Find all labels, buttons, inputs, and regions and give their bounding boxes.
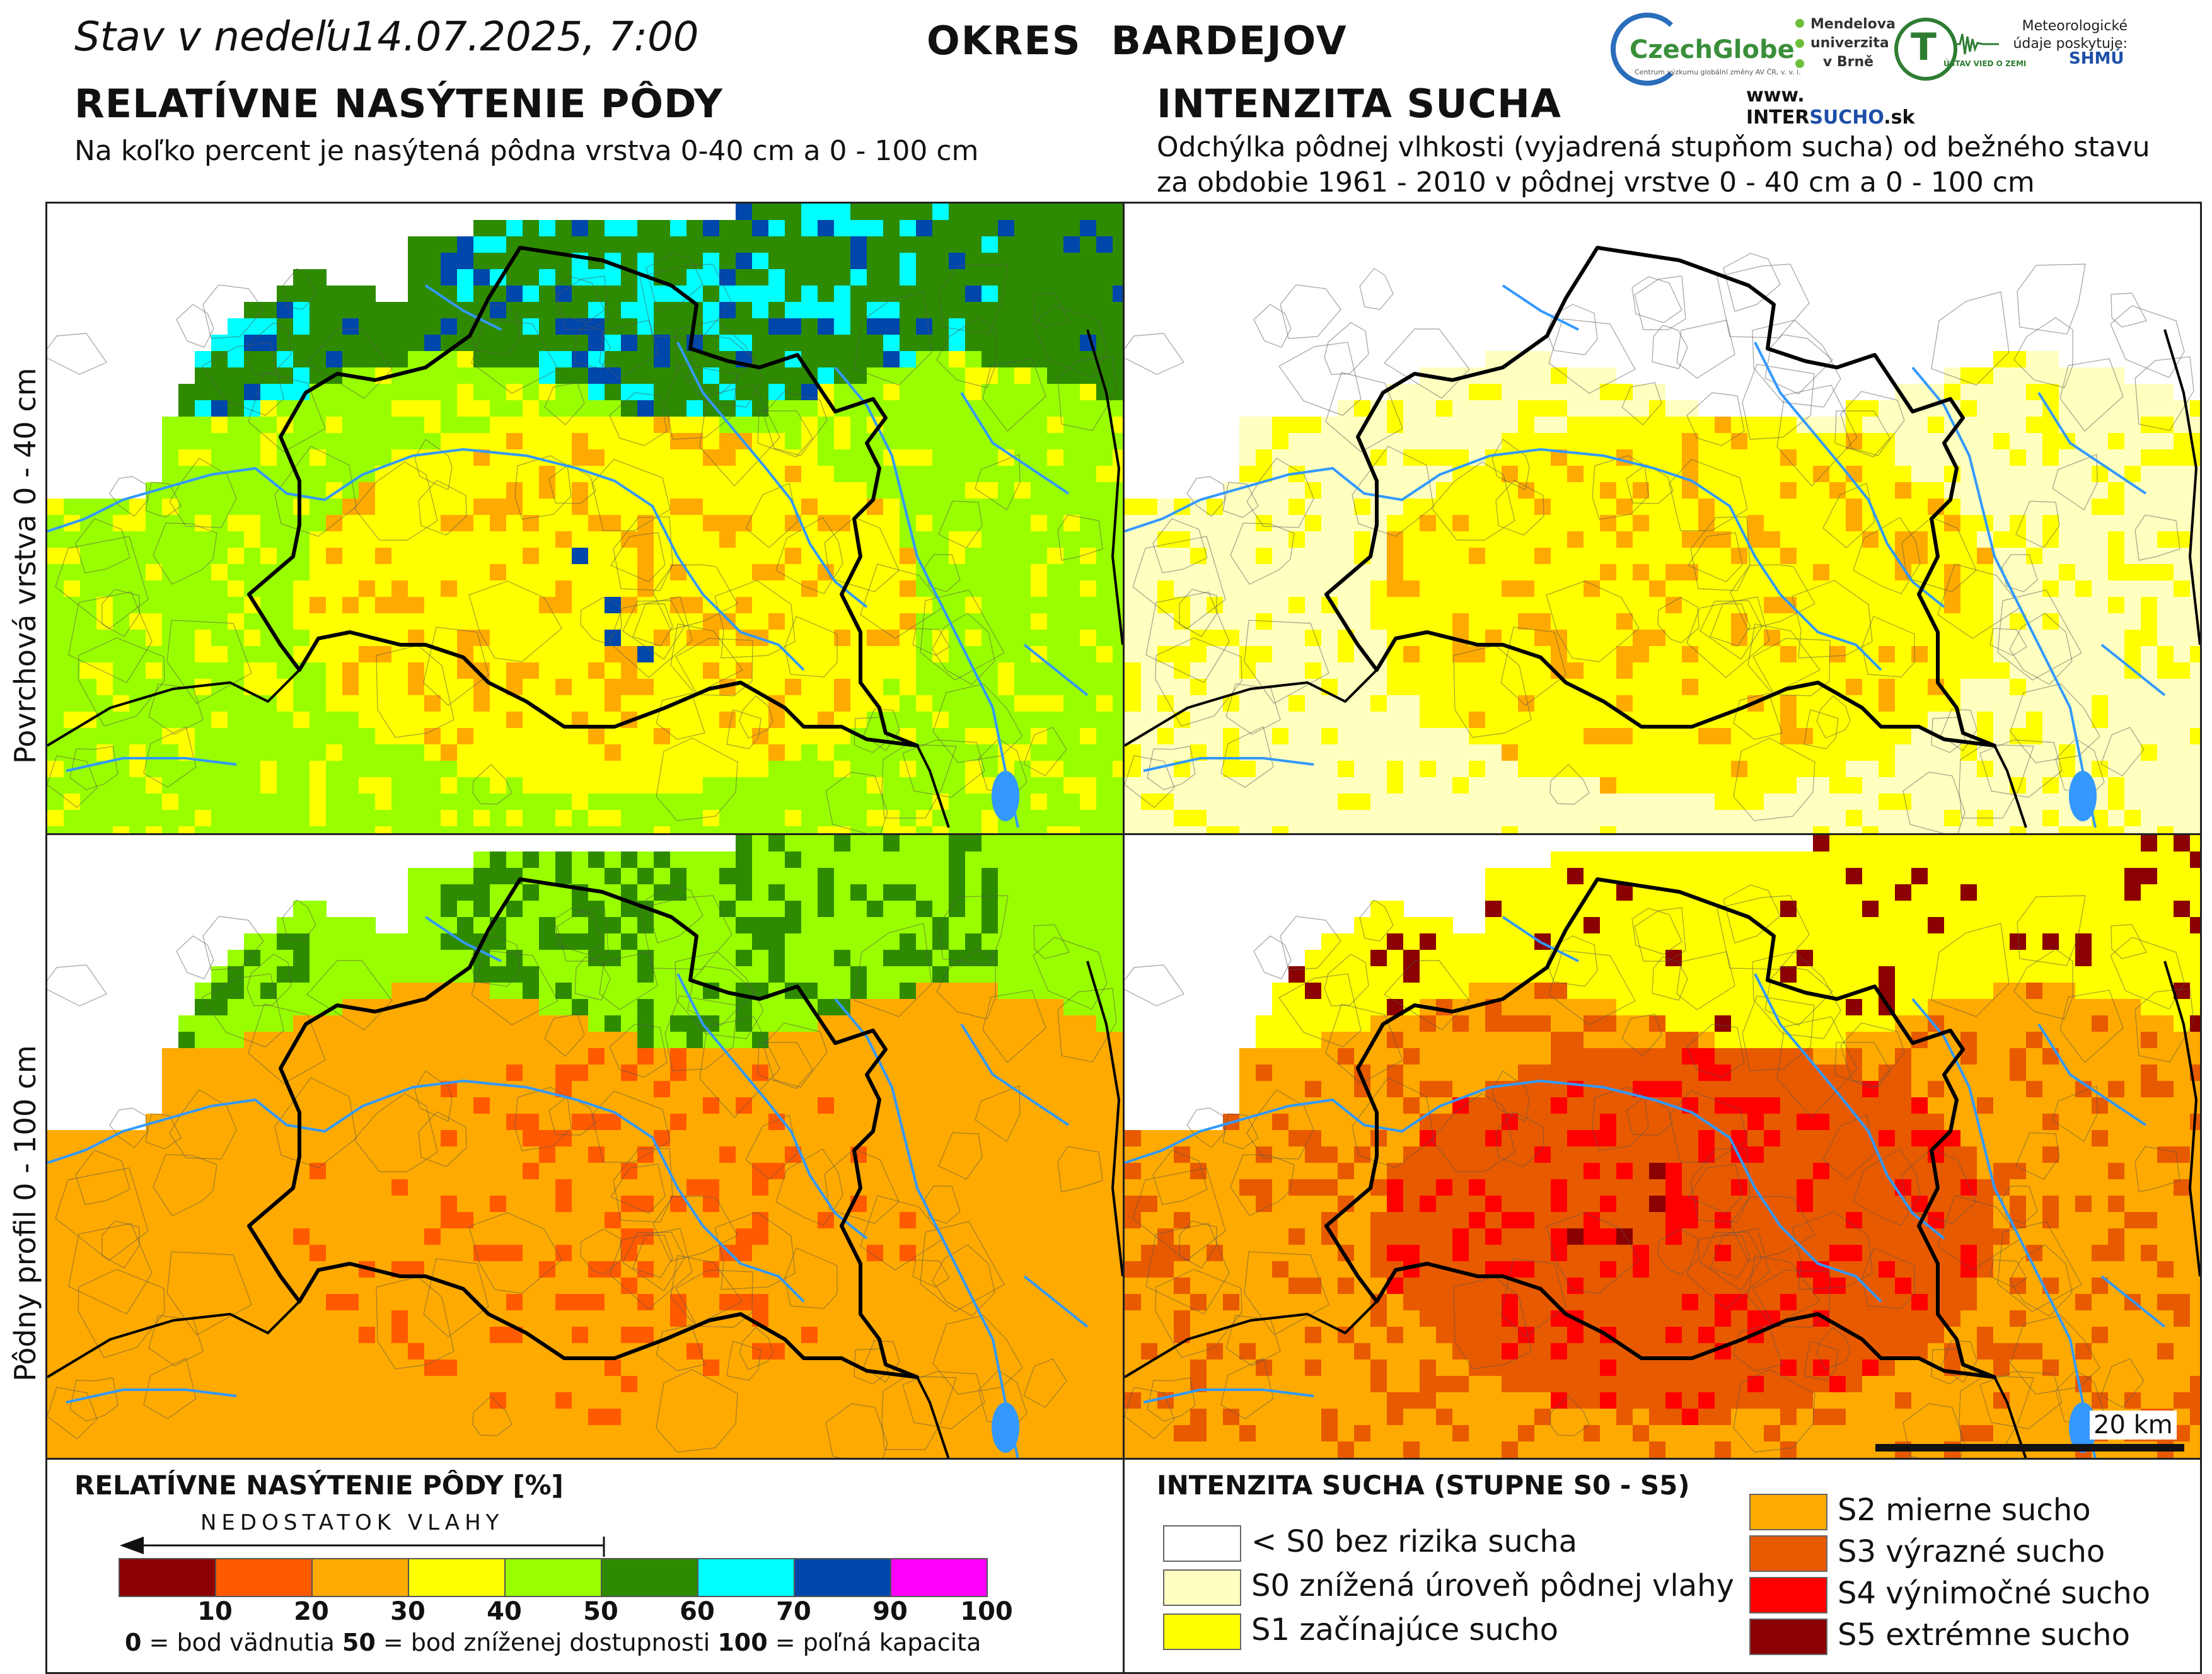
raster-cells [47, 835, 1123, 1458]
date-prefix: Stav v nedeľu [74, 14, 352, 61]
colorbar-tick-label: 20 [294, 1597, 329, 1626]
municipal-borders [47, 253, 1117, 834]
scale-label: 20 km [2090, 1411, 2177, 1440]
country-border [47, 1262, 950, 1458]
drought-legend-swatch [1749, 1619, 1827, 1655]
saturation-notes: 0 = bod vädnutia 50 = bod zníženej dostu… [125, 1629, 981, 1656]
drought-subtitle-1: Odchýlka pôdnej vlhkosti (vyjadrená stup… [1157, 131, 2150, 163]
intersucho-sucho: SUCHO [1809, 107, 1884, 129]
colorbar-segment [408, 1558, 506, 1597]
municipal-borders [1125, 253, 2194, 834]
drought-legend-label: S5 extrémne sucho [1838, 1617, 2130, 1653]
colorbar-segment [215, 1558, 313, 1597]
colorbar-segment [119, 1558, 216, 1597]
country-border [47, 631, 950, 828]
row-label-top: Povrchová vrstva 0 - 40 cm [8, 367, 42, 764]
note-50-value: 50 [342, 1629, 376, 1656]
ustav-ring-icon [1894, 18, 1957, 81]
ustav-t-icon: T [1911, 25, 1937, 69]
map-drought-0-100 [1123, 833, 2202, 1460]
czechglobe-subtext: Centrum výzkumu globální změny AV ČR, v.… [1635, 68, 1801, 76]
raster-cells [1125, 204, 2200, 834]
colorbar-tick-label: 10 [197, 1597, 233, 1626]
colorbar-tick-label: 60 [680, 1597, 715, 1626]
colorbar-segment [504, 1558, 602, 1597]
drought-legend-label: S2 mierne sucho [1838, 1492, 2091, 1528]
intersucho-inter: INTER [1746, 107, 1810, 129]
drought-legend-swatch [1749, 1494, 1827, 1530]
country-border [1125, 631, 2027, 828]
czechglobe-ring-icon [1611, 13, 1684, 86]
drought-legend-swatch [1749, 1535, 1827, 1572]
colorbar-tick-label: 50 [583, 1597, 618, 1626]
note-100-value: 100 [717, 1629, 768, 1656]
saturation-legend-title: RELATÍVNE NASÝTENIE PÔDY [%] [74, 1470, 564, 1501]
mendel-logo: Mendelova univerzita v Brně [1795, 14, 1896, 88]
country-border [1125, 1262, 2027, 1458]
drought-legend-swatch [1749, 1577, 1827, 1613]
drought-legend-label: S4 výnimočné sucho [1838, 1576, 2151, 1611]
colorbar-segment [794, 1558, 891, 1597]
drought-legend-label: < S0 bez rizika sucha [1251, 1524, 1578, 1559]
map-saturation-0-100 [45, 833, 1125, 1460]
colorbar-tick-label: 90 [872, 1597, 908, 1626]
municipal-borders [47, 884, 1117, 1458]
intersucho-prefix: www. [1746, 84, 1805, 107]
municipal-borders [1125, 884, 2194, 1458]
colorbar-segment [697, 1558, 795, 1597]
colorbar-tick-label: 100 [960, 1597, 1013, 1626]
colorbar-tick-label: 70 [776, 1597, 811, 1626]
rivers [47, 284, 1089, 828]
map-saturation-0-40 [45, 202, 1125, 836]
drought-subtitle-2: za obdobie 1961 - 2010 v pôdnej vrstve 0… [1157, 166, 2035, 199]
intersucho-suffix: .sk [1884, 107, 1915, 129]
colorbar-segment [601, 1558, 698, 1597]
rivers [1125, 284, 2166, 828]
date-heading: Stav v nedeľu14.07.2025, 7:00 [74, 14, 699, 61]
row-label-bottom: Pôdny profil 0 - 100 cm [8, 1045, 42, 1382]
note-50-text: = bod zníženej dostupnosti [375, 1629, 710, 1656]
note-0-text: = bod vädnutia [141, 1629, 335, 1656]
arrow-left-icon [120, 1537, 605, 1557]
ustav-logo: T ÚSTAV VIED O ZEMI [1894, 18, 2026, 88]
scale-bar [1875, 1444, 2184, 1452]
country-border [2163, 329, 2200, 645]
country-border [2163, 961, 2200, 1277]
intersucho-logo: www. INTERSUCHO.sk [1746, 84, 1979, 129]
drought-legend-label: S1 začínajúce sucho [1251, 1612, 1558, 1648]
drought-title: INTENZITA SUCHA [1157, 81, 1561, 127]
drought-legend-label: S0 znížená úroveň pôdnej vlahy [1251, 1568, 1734, 1603]
mendel-dots-icon [1795, 19, 1805, 79]
note-0-value: 0 [125, 1629, 142, 1656]
ustav-text: ÚSTAV VIED O ZEMI [1943, 59, 2027, 68]
drought-legend-swatch [1163, 1613, 1241, 1650]
drought-legend-swatch [1163, 1525, 1241, 1562]
drought-legend-label: S3 výrazné sucho [1838, 1534, 2105, 1569]
meteo-provider-text: Meteorologické údaje poskytuje: [2013, 18, 2128, 52]
country-border [1086, 961, 1123, 1277]
legend-divider [1123, 1457, 1125, 1674]
date-value: 14.07.2025, 7:00 [351, 14, 699, 61]
mendel-text: Mendelova univerzita v Brně [1810, 16, 1896, 70]
shmu-logo: SHMÚ [2069, 49, 2124, 68]
rivers [47, 916, 1089, 1458]
czechglobe-text: CzechGlobe [1630, 35, 1795, 64]
country-border [1086, 329, 1123, 645]
saturation-subtitle: Na koľko percent je nasýtená pôdna vrstv… [74, 135, 979, 167]
colorbar-tick-label: 40 [487, 1597, 522, 1626]
drought-legend-swatch [1163, 1569, 1241, 1606]
drought-legend-title: INTENZITA SUCHA (STUPNE S0 - S5) [1157, 1470, 1690, 1501]
arrow-label: NEDOSTATOK VLAHY [200, 1510, 504, 1535]
saturation-title: RELATÍVNE NASÝTENIE PÔDY [74, 81, 723, 127]
note-100-text: = poľná kapacita [767, 1629, 982, 1656]
colorbar-tick-label: 30 [390, 1597, 426, 1626]
seismograph-icon [1955, 33, 1999, 55]
map-drought-0-40 [1123, 202, 2202, 836]
raster-cells [47, 204, 1123, 834]
colorbar-segment [311, 1558, 409, 1597]
district-title: OKRES BARDEJOV [927, 18, 1348, 64]
colorbar-segment [890, 1558, 988, 1597]
czechglobe-logo: CzechGlobe Centrum výzkumu globální změn… [1611, 13, 1801, 87]
